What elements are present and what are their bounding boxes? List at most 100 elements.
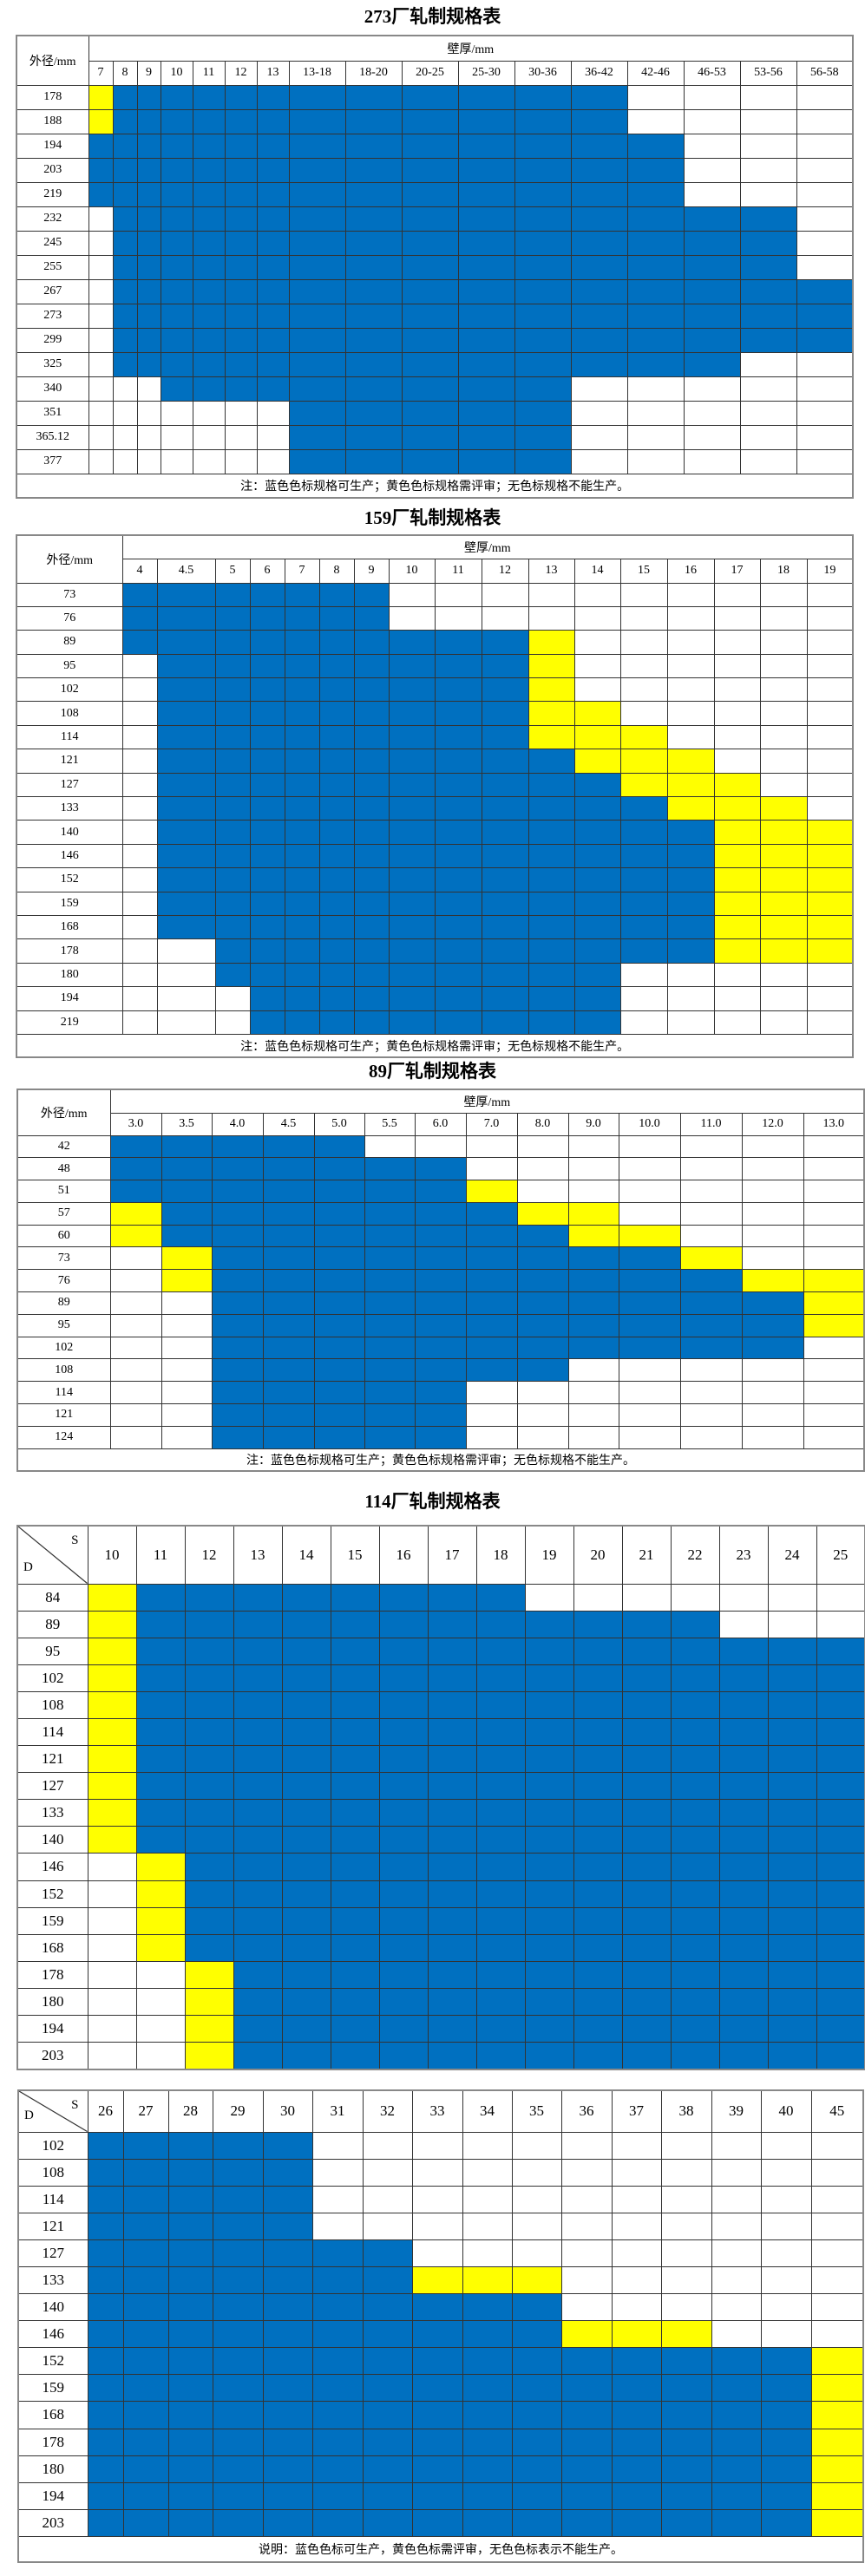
cell-not-producible [414,1134,467,1159]
row-label: 108 [16,701,123,726]
cell-producible [427,1826,477,1854]
cell-needs-review [109,1224,162,1248]
cell-producible [567,1246,619,1271]
cell-producible [434,820,482,845]
cell-producible [249,914,285,940]
cell-producible [330,2042,380,2070]
cell-producible [573,962,621,988]
cell-producible [411,2428,463,2456]
cell-producible [136,230,161,256]
cell-producible [427,1960,477,1989]
cell-producible [378,1690,429,1719]
table-row: 127 [16,1772,865,1801]
cell-not-producible [156,986,216,1011]
cell-producible [212,2508,264,2537]
column-header: 11 [192,60,226,86]
cell-producible [427,1772,477,1801]
cell-producible [619,891,668,916]
cell-producible [167,2455,213,2483]
cell-producible [364,1403,416,1427]
cell-producible [516,1313,569,1337]
row-label: 76 [16,1269,111,1293]
cell-not-producible [121,986,158,1011]
cell-needs-review [666,749,715,774]
cell-producible [516,1291,569,1315]
cell-producible [427,1637,477,1665]
cell-not-producible [156,1010,216,1035]
cell-producible [262,2428,313,2456]
cell-producible [184,1853,234,1881]
cell-producible [427,1853,477,1881]
cell-producible [262,1201,315,1226]
cell-producible [414,1291,467,1315]
cell-not-producible [741,1134,804,1159]
cell-producible [214,582,251,607]
cell-producible [262,1180,315,1203]
cell-needs-review [135,1853,186,1881]
cell-producible [281,1772,331,1801]
cell-not-producible [135,2014,186,2043]
column-header: 3.5 [161,1112,213,1136]
cell-producible [388,891,436,916]
cell-producible [514,351,572,377]
column-header: 17 [713,558,761,584]
cell-producible [288,303,346,329]
cell-producible [184,1637,234,1665]
cell-producible [224,108,258,134]
cell-not-producible [816,1583,865,1612]
cell-producible [475,1880,526,1908]
cell-producible [388,701,436,726]
cell-producible [767,1690,817,1719]
cell-producible [760,2508,812,2537]
row-label: 219 [16,181,89,207]
cell-producible [192,327,226,353]
cell-producible [670,2014,720,2043]
column-header: 10 [160,60,193,86]
cell-producible [281,1664,331,1692]
cell-producible [311,2347,364,2376]
cell-producible [135,1772,186,1801]
cell-not-producible [528,582,575,607]
cell-not-producible [567,1180,619,1203]
cell-producible [683,327,741,353]
cell-producible [344,230,403,256]
spec-grid: 外径/mm 壁厚/mm 4 4.5 5 6 7 8 9 10 11 12 13 14 15 16 17 18 19 7… [16,534,855,1059]
cell-needs-review [184,1960,234,1989]
cell-not-producible [666,630,715,655]
cell-not-producible [759,605,808,631]
cell-producible [457,84,515,110]
table-row: 84 [16,1583,865,1612]
cell-producible [344,181,403,207]
cell-not-producible [618,1134,681,1159]
cell-producible [262,1134,315,1159]
column-group-label: 壁厚/mm [109,1089,865,1114]
table-row: 51 [16,1180,865,1203]
cell-producible [330,1960,380,1989]
cell-producible [573,1799,623,1827]
cell-producible [212,2428,264,2456]
row-label: 102 [16,1336,111,1360]
cell-producible [121,605,158,631]
cell-producible [224,84,258,110]
cell-not-producible [803,1134,865,1159]
cell-producible [767,1826,817,1854]
cell-producible [353,677,390,703]
cell-producible [816,2014,865,2043]
cell-producible [475,1853,526,1881]
cell-producible [353,724,390,750]
cell-producible [560,2401,613,2429]
cell-not-producible [760,2293,812,2322]
cell-not-producible [560,2158,613,2187]
row-label: 159 [16,891,123,916]
cell-producible [621,1987,672,2017]
cell-producible [427,1690,477,1719]
cell-producible [481,1010,529,1035]
cell-producible [626,278,685,304]
cell-producible [214,772,251,798]
cell-producible [388,1010,436,1035]
cell-not-producible [796,181,854,207]
cell-producible [344,303,403,329]
cell-producible [284,820,320,845]
cell-producible [87,2455,124,2483]
cell-not-producible [806,677,854,703]
